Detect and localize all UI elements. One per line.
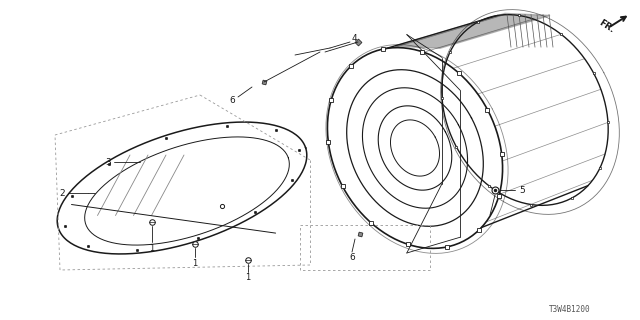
Text: 2: 2	[59, 188, 65, 197]
Text: 6: 6	[349, 253, 355, 262]
Text: 1: 1	[149, 244, 155, 252]
Text: FR.: FR.	[596, 18, 616, 34]
Text: 5: 5	[519, 186, 525, 195]
Text: 6: 6	[229, 95, 235, 105]
Text: 4: 4	[351, 34, 357, 43]
Text: 3: 3	[105, 157, 111, 166]
Text: T3W4B1200: T3W4B1200	[549, 306, 591, 315]
Polygon shape	[395, 13, 550, 48]
Text: 1: 1	[193, 259, 198, 268]
Text: 1: 1	[245, 274, 251, 283]
